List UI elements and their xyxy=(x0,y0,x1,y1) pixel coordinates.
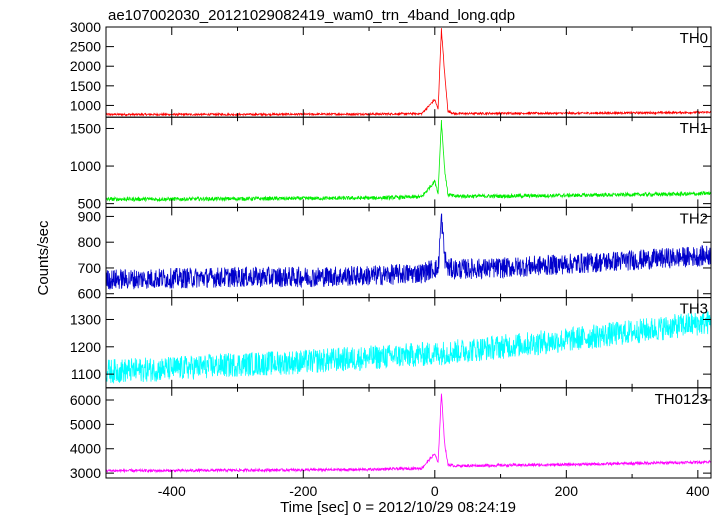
y-tick-label: 1500 xyxy=(70,78,101,94)
panel-label-th0123: TH0123 xyxy=(655,391,708,408)
y-tick-label: 900 xyxy=(78,208,102,224)
panel-label-th0: TH0 xyxy=(680,30,708,47)
y-tick-label: 1000 xyxy=(70,158,101,174)
panels-group: TH010001500200025003000TH150010001500TH2… xyxy=(70,19,712,499)
panel-frame-th1 xyxy=(105,116,712,208)
x-tick-label: -400 xyxy=(158,483,186,499)
y-tick-label: 600 xyxy=(78,286,102,302)
x-tick-label: 400 xyxy=(686,483,710,499)
y-tick-label: 1200 xyxy=(70,339,101,355)
series-line-th3 xyxy=(106,311,711,384)
y-tick-label: 2500 xyxy=(70,39,101,55)
x-tick-label: -200 xyxy=(289,483,317,499)
y-tick-label: 2000 xyxy=(70,58,101,74)
y-axis-label: Counts/sec xyxy=(35,220,52,296)
y-tick-label: 5000 xyxy=(70,416,101,432)
chart-title: ae107002030_20121029082419_wam0_trn_4ban… xyxy=(108,7,515,24)
panel-frame-th0123 xyxy=(105,387,712,479)
x-axis-label: Time [sec] 0 = 2012/10/29 08:24:19 xyxy=(280,499,516,516)
y-tick-label: 700 xyxy=(78,260,102,276)
series-line-th0 xyxy=(106,28,711,117)
y-tick-label: 3000 xyxy=(70,19,101,35)
y-tick-label: 4000 xyxy=(70,441,101,457)
y-tick-label: 1500 xyxy=(70,120,101,136)
y-tick-label: 3000 xyxy=(70,465,101,481)
y-tick-label: 6000 xyxy=(70,392,101,408)
y-tick-label: 1300 xyxy=(70,311,101,327)
panel-label-th3: TH3 xyxy=(680,301,708,318)
y-tick-label: 1000 xyxy=(70,97,101,113)
y-tick-label: 800 xyxy=(78,234,102,250)
panel-label-th2: TH2 xyxy=(680,210,708,227)
x-tick-label: 0 xyxy=(431,483,439,499)
panel-frame-th0 xyxy=(105,26,712,118)
panel-frame-th3 xyxy=(105,297,712,389)
y-tick-label: 500 xyxy=(78,196,102,212)
series-line-th1 xyxy=(106,119,711,203)
x-tick-label: 200 xyxy=(555,483,579,499)
y-tick-label: 1100 xyxy=(71,366,101,382)
series-line-th2 xyxy=(106,213,711,290)
panel-label-th1: TH1 xyxy=(680,120,708,137)
series-line-th0123 xyxy=(106,393,711,474)
